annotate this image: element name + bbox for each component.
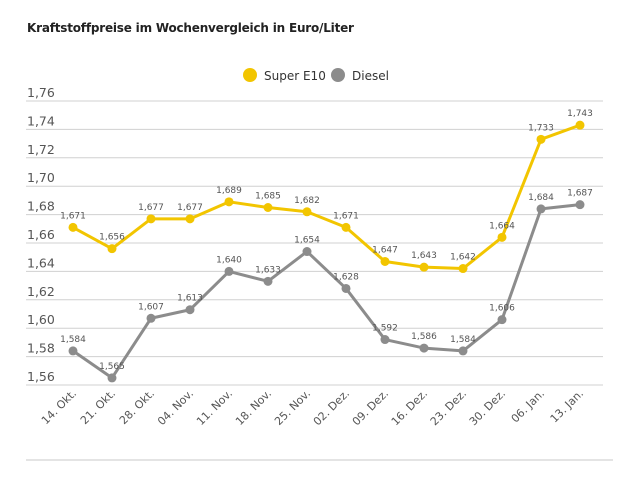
legend-label: Super E10 — [264, 69, 326, 83]
legend-label: Diesel — [352, 69, 389, 83]
legend-marker — [331, 68, 345, 82]
data-point — [107, 244, 117, 254]
data-point — [68, 346, 78, 356]
data-point — [146, 313, 156, 323]
data-label: 1,643 — [411, 251, 437, 261]
data-label: 1,647 — [372, 245, 398, 255]
data-point — [419, 343, 429, 353]
data-point — [419, 262, 429, 272]
y-tick-label: 1,74 — [27, 113, 55, 128]
x-tick-label: 04. Nov. — [155, 387, 196, 428]
data-label: 1,628 — [333, 272, 359, 282]
data-point — [380, 335, 390, 345]
data-point — [497, 315, 507, 325]
data-label: 1,664 — [489, 221, 515, 231]
data-label: 1,633 — [255, 265, 281, 275]
data-label: 1,592 — [372, 324, 398, 334]
data-label: 1,607 — [138, 302, 164, 312]
data-label: 1,656 — [99, 233, 125, 243]
data-point — [68, 222, 78, 232]
x-tick-label: 18. Nov. — [233, 387, 274, 428]
x-tick-label: 25. Nov. — [272, 387, 313, 428]
data-point — [185, 305, 195, 315]
data-label: 1,733 — [528, 123, 554, 133]
y-tick-label: 1,72 — [27, 142, 55, 157]
data-label: 1,687 — [567, 189, 593, 199]
data-point — [458, 264, 468, 274]
data-label: 1,565 — [99, 362, 125, 372]
data-point — [263, 276, 273, 286]
x-tick-label: 02. Dez. — [311, 387, 352, 428]
y-tick-label: 1,64 — [27, 255, 55, 270]
x-tick-label: 30. Dez. — [467, 387, 508, 428]
x-tick-label: 21. Okt. — [78, 387, 118, 427]
data-label: 1,682 — [294, 196, 320, 206]
data-point — [458, 346, 468, 356]
data-label: 1,642 — [450, 253, 476, 263]
chart-title: Kraftstoffpreise im Wochenvergleich in E… — [27, 21, 354, 35]
data-label: 1,677 — [177, 203, 203, 213]
x-tick-label: 13. Jan. — [548, 387, 587, 426]
data-label: 1,654 — [294, 236, 320, 246]
series-line-super-e10 — [72, 123, 581, 271]
x-tick-label: 11. Nov. — [194, 387, 235, 428]
x-tick-label: 23. Dez. — [428, 387, 469, 428]
data-label: 1,613 — [177, 294, 203, 304]
data-point — [575, 120, 585, 130]
y-tick-label: 1,60 — [27, 312, 55, 327]
x-tick-label: 09. Dez. — [350, 387, 391, 428]
data-label: 1,685 — [255, 192, 281, 202]
y-tick-label: 1,56 — [27, 369, 55, 384]
y-tick-label: 1,58 — [27, 341, 55, 356]
y-tick-label: 1,68 — [27, 199, 55, 214]
data-point — [380, 256, 390, 266]
data-point — [302, 247, 312, 257]
data-point — [224, 266, 234, 276]
data-point — [497, 232, 507, 242]
data-label: 1,677 — [138, 203, 164, 213]
series-line-diesel — [72, 203, 581, 380]
data-label: 1,640 — [216, 255, 242, 265]
data-point — [341, 222, 351, 232]
data-label: 1,743 — [567, 109, 593, 119]
y-tick-label: 1,62 — [27, 284, 55, 299]
data-point — [341, 283, 351, 293]
y-tick-label: 1,66 — [27, 227, 55, 242]
data-point — [575, 200, 585, 210]
data-point — [185, 214, 195, 224]
data-point — [224, 197, 234, 207]
y-tick-label: 1,76 — [27, 85, 55, 100]
data-point — [146, 214, 156, 224]
legend-marker — [243, 68, 257, 82]
data-label: 1,586 — [411, 332, 437, 342]
data-point — [536, 134, 546, 144]
data-point — [107, 373, 117, 383]
y-tick-label: 1,70 — [27, 170, 55, 185]
data-point — [302, 207, 312, 217]
data-point — [536, 204, 546, 214]
data-label: 1,684 — [528, 193, 554, 203]
data-label: 1,689 — [216, 186, 242, 196]
x-tick-label: 16. Dez. — [389, 387, 430, 428]
data-point — [263, 203, 273, 212]
data-label: 1,671 — [333, 211, 359, 221]
data-label: 1,584 — [60, 335, 86, 345]
data-label: 1,606 — [489, 304, 515, 314]
data-label: 1,584 — [450, 335, 476, 345]
x-tick-label: 14. Okt. — [39, 387, 79, 427]
data-label: 1,671 — [60, 211, 86, 221]
x-tick-label: 28. Okt. — [117, 387, 157, 427]
x-tick-label: 06. Jan. — [509, 387, 548, 426]
